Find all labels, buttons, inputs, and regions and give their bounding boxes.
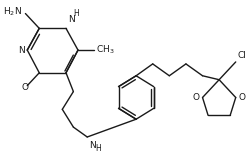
Text: CH$_3$: CH$_3$: [96, 44, 114, 56]
Text: H$_2$N: H$_2$N: [3, 5, 22, 18]
Text: N: N: [89, 141, 96, 150]
Text: N: N: [18, 46, 24, 55]
Text: N: N: [68, 15, 75, 24]
Text: O: O: [239, 93, 246, 102]
Text: O: O: [22, 83, 29, 92]
Text: H: H: [96, 144, 101, 153]
Text: Cl: Cl: [238, 51, 247, 60]
Text: O: O: [193, 93, 200, 102]
Text: H: H: [73, 10, 79, 18]
